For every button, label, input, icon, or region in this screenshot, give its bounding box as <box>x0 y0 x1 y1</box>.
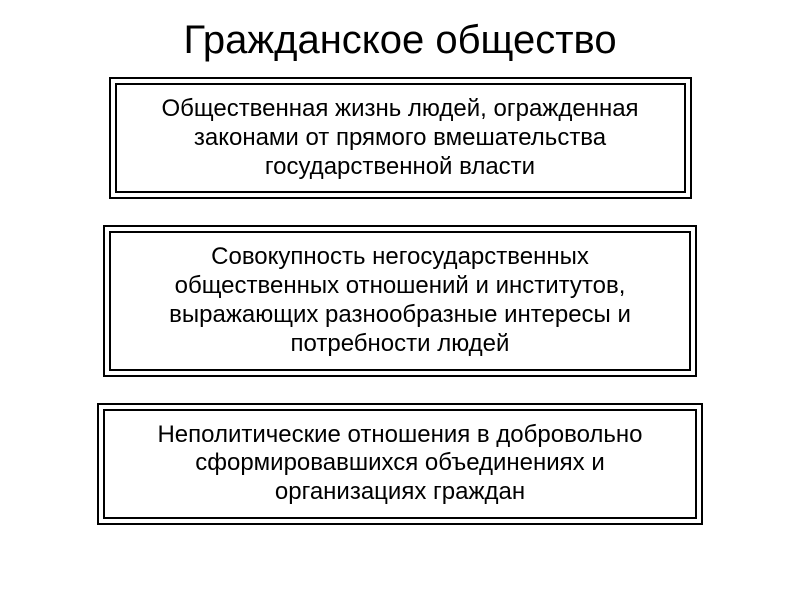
definition-text-3: Неполитические отношения в добровольно с… <box>103 409 697 519</box>
definition-box-1: Общественная жизнь людей, огражденная за… <box>109 77 692 199</box>
definition-text-1: Общественная жизнь людей, огражденная за… <box>115 83 686 193</box>
definition-box-3: Неполитические отношения в добровольно с… <box>97 403 703 525</box>
page-title: Гражданское общество <box>183 18 616 63</box>
definition-box-2: Совокупность негосударственных обществен… <box>103 225 697 376</box>
definitions-container: Общественная жизнь людей, огражденная за… <box>0 77 800 525</box>
definition-text-2: Совокупность негосударственных обществен… <box>109 231 691 370</box>
